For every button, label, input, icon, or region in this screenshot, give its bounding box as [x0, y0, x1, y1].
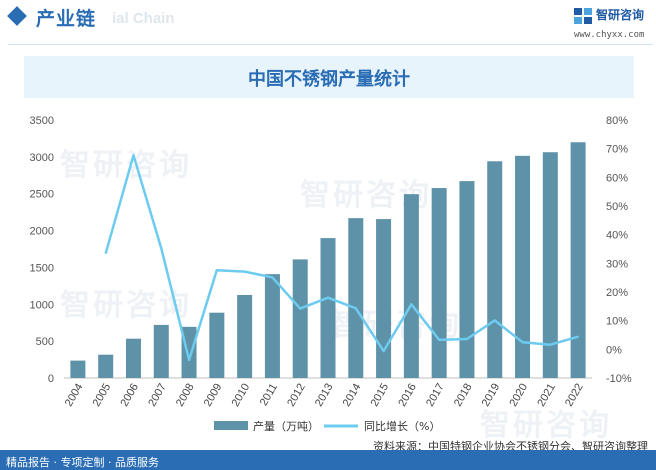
page-header: 产业链 ial Chain 智研咨询 www.chyxx.com — [0, 0, 656, 40]
y-right-tick-label: 30% — [606, 258, 628, 270]
growth-point — [410, 303, 413, 306]
growth-point — [382, 350, 385, 352]
growth-point — [549, 343, 552, 346]
growth-point — [521, 341, 524, 343]
x-tick-label: 2014 — [341, 382, 364, 409]
growth-point — [216, 269, 218, 272]
growth-line — [104, 154, 579, 362]
y-left-tick-label: 2500 — [30, 189, 54, 201]
source-note: 资料来源：中国特钢企业协会不锈钢分会、智研咨询整理 — [373, 440, 648, 453]
growth-point — [160, 247, 163, 250]
bar — [570, 142, 586, 378]
bar — [515, 155, 531, 378]
bar — [98, 354, 114, 378]
x-tick-label: 2015 — [369, 382, 392, 409]
logo-name: 智研咨询 — [596, 8, 645, 22]
x-tick-label: 2016 — [396, 382, 419, 409]
bar — [237, 294, 253, 378]
growth-point — [188, 359, 190, 361]
y-right-tick-label: 10% — [606, 316, 628, 328]
x-tick-label: 2013 — [313, 382, 336, 409]
x-tick-label: 2011 — [258, 382, 280, 408]
bar — [209, 312, 225, 378]
x-tick-label: 2018 — [452, 382, 475, 409]
growth-point — [299, 307, 302, 310]
header-divider — [8, 44, 653, 45]
y-left-tick-label: 1000 — [30, 299, 54, 311]
y-right-tick-label: -10% — [606, 373, 632, 385]
x-tick-label: 2005 — [91, 382, 114, 409]
section-subtitle-ghost: ial Chain — [112, 10, 175, 27]
bar — [264, 274, 280, 378]
growth-point — [132, 154, 135, 157]
bar — [542, 152, 558, 378]
x-tick-label: 2009 — [202, 382, 225, 409]
x-tick-label: 2004 — [63, 382, 86, 409]
bar — [459, 181, 475, 378]
x-tick-label: 2010 — [230, 382, 253, 409]
y-left-tick-label: 0 — [48, 373, 54, 385]
growth-point — [466, 338, 468, 340]
growth-point — [327, 296, 329, 299]
legend-line-label: 同比增长（%） — [364, 419, 440, 433]
y-right-tick-label: 60% — [606, 172, 628, 184]
growth-point — [354, 307, 357, 310]
y-left-tick-label: 3000 — [30, 152, 54, 164]
growth-point — [104, 252, 107, 255]
logo-icon — [574, 8, 592, 24]
y-right-tick-label: 70% — [606, 144, 628, 156]
bar — [292, 259, 308, 378]
y-right-tick-label: 50% — [606, 201, 628, 213]
y-right-tick-label: 80% — [606, 115, 628, 127]
y-right-tick-label: 40% — [606, 230, 628, 242]
brand-logo: 智研咨询 www.chyxx.com — [574, 6, 652, 40]
growth-point — [243, 270, 246, 273]
legend-bar-swatch — [214, 421, 248, 430]
y-right-tick-label: 20% — [606, 287, 628, 299]
watermark: 智研咨询 — [60, 288, 192, 323]
growth-point — [493, 319, 496, 322]
legend-bar-label: 产量（万吨） — [253, 419, 319, 433]
growth-point — [271, 276, 274, 279]
bar — [153, 324, 169, 378]
watermark: 智研咨询 — [480, 408, 612, 443]
logo-url: www.chyxx.com — [574, 30, 645, 40]
section-title: 产业链 — [36, 8, 97, 30]
bar — [487, 161, 503, 378]
x-tick-label: 2019 — [480, 381, 503, 408]
bar — [70, 360, 86, 378]
footer-bar — [0, 450, 656, 470]
bar — [431, 188, 447, 378]
chart-title: 中国不锈钢产量统计 — [248, 69, 410, 90]
bar — [320, 238, 336, 378]
growth-point — [438, 339, 440, 341]
y-right-tick-label: 0% — [606, 344, 622, 356]
x-tick-label: 2007 — [146, 382, 169, 409]
y-left-tick-label: 500 — [36, 336, 54, 348]
growth-point — [577, 335, 579, 338]
bar — [403, 194, 419, 378]
x-tick-label: 2021 — [535, 382, 558, 409]
bar — [376, 219, 392, 378]
y-left-tick-label: 2000 — [30, 226, 54, 238]
bar — [348, 218, 364, 378]
x-tick-label: 2012 — [285, 382, 308, 409]
footer-slogan: 精品报告 · 专项定制 · 品质服务 — [6, 456, 159, 469]
bar — [125, 338, 141, 378]
y-left-tick-label: 1500 — [30, 262, 54, 274]
x-tick-label: 2020 — [507, 382, 530, 409]
x-tick-label: 2017 — [424, 382, 447, 409]
x-tick-label: 2022 — [563, 382, 586, 409]
chart-title-band: 中国不锈钢产量统计 — [24, 56, 634, 98]
x-tick-label: 2008 — [174, 382, 197, 409]
y-left-tick-label: 3500 — [30, 115, 54, 127]
watermark: 智研咨询 — [60, 148, 192, 183]
x-tick-label: 2006 — [118, 382, 141, 409]
